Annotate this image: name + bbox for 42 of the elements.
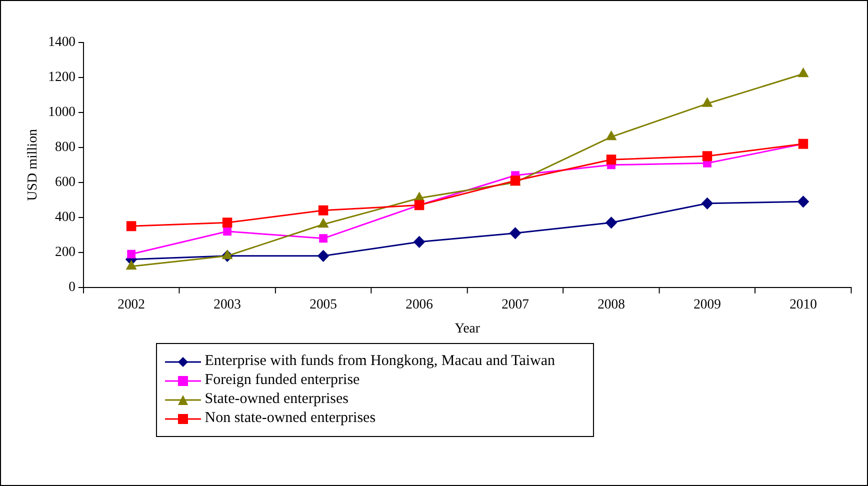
y-tick-label: 800 xyxy=(55,138,76,154)
point xyxy=(126,221,136,232)
point xyxy=(222,218,232,228)
point xyxy=(798,68,808,78)
y-tick-label: 0 xyxy=(68,278,76,294)
point xyxy=(702,198,713,210)
y-tick-label: 1400 xyxy=(48,34,76,50)
legend-label: Non state-owned enterprises xyxy=(204,410,376,426)
x-tick-label: 2008 xyxy=(598,296,626,312)
point xyxy=(798,196,809,208)
legend-label: Foreign funded enterprise xyxy=(204,372,360,388)
point xyxy=(702,151,712,162)
point xyxy=(318,205,328,216)
y-axis-title: USD million xyxy=(24,128,40,201)
legend-label: State-owned enterprises xyxy=(204,391,348,407)
point xyxy=(606,131,616,140)
y-tick-label: 1200 xyxy=(48,68,76,84)
point xyxy=(702,98,712,107)
point xyxy=(126,260,136,270)
x-tick-label: 2007 xyxy=(502,296,530,312)
point xyxy=(606,216,617,228)
x-tick-label: 2003 xyxy=(214,296,242,312)
point xyxy=(319,234,328,243)
point xyxy=(318,218,328,228)
y-tick-label: 1000 xyxy=(48,104,76,120)
y-tick-label: 600 xyxy=(55,174,76,190)
x-axis-title: Year xyxy=(454,320,480,336)
x-tick-label: 2010 xyxy=(790,296,817,312)
x-tick-label: 2005 xyxy=(310,296,338,312)
point xyxy=(510,227,521,239)
y-tick-label: 200 xyxy=(55,244,76,260)
point xyxy=(414,236,425,248)
x-tick-label: 2009 xyxy=(694,296,721,312)
x-tick-label: 2006 xyxy=(406,296,434,312)
point xyxy=(223,227,232,236)
point xyxy=(606,154,616,165)
point xyxy=(318,250,329,262)
point xyxy=(222,250,232,260)
legend-label: Enterprise with funds from Hongkong, Macau and Taiwan xyxy=(204,353,556,369)
y-tick-label: 400 xyxy=(55,208,76,224)
point xyxy=(127,250,136,258)
x-tick-label: 2002 xyxy=(118,296,146,312)
